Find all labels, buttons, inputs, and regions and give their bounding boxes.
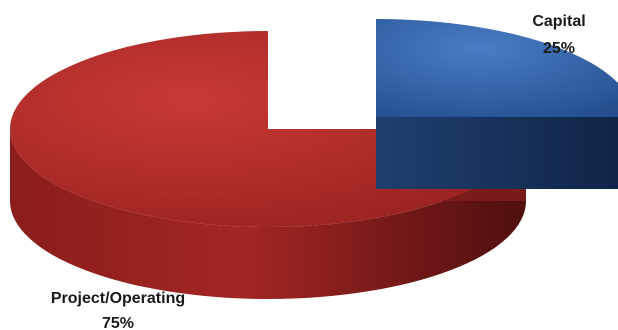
capital-value-label: 25% — [543, 40, 575, 57]
slice-capital-side — [376, 117, 618, 189]
project-operating-value-label: 75% — [102, 315, 134, 330]
slice-capital-top — [376, 19, 618, 117]
slice-capital — [376, 19, 618, 189]
slice-project-operating-side — [10, 129, 526, 299]
project-operating-label: Project/Operating — [51, 290, 185, 307]
capital-label: Capital — [532, 13, 585, 30]
